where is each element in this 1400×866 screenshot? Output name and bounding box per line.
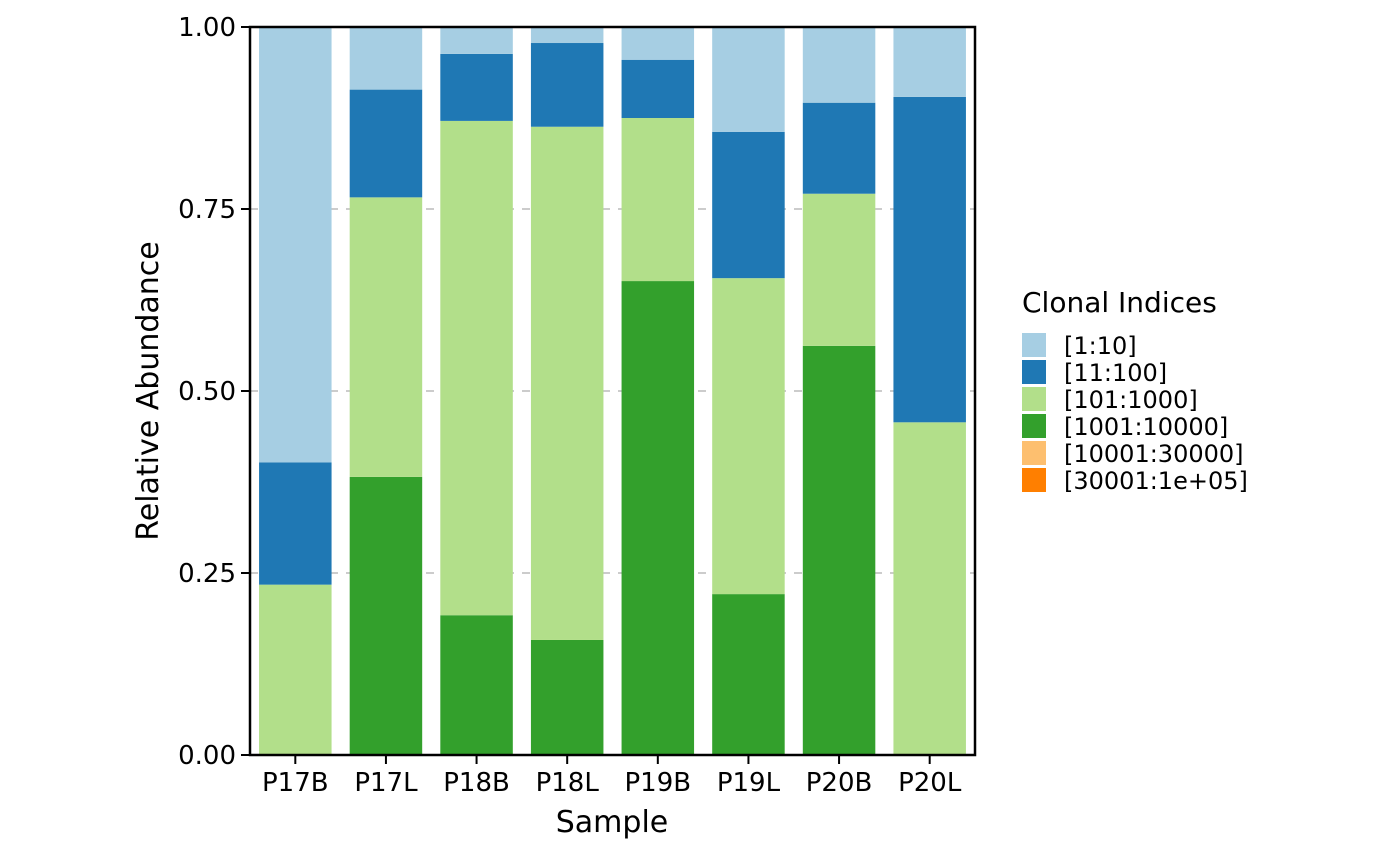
- bar-segment-p19b-series-0: [621, 27, 695, 60]
- bar-segment-p19b-series-3: [621, 281, 695, 755]
- x-tick-label: P17B: [262, 768, 329, 798]
- bar-segment-p17b-series-0: [259, 27, 332, 463]
- y-tick-label: 0.50: [178, 377, 236, 407]
- bar-segment-p20b-series-3: [802, 345, 876, 755]
- legend-label: [11:100]: [1064, 359, 1167, 387]
- legend-label: [10001:30000]: [1064, 440, 1244, 468]
- y-tick-label: 0.25: [178, 559, 236, 589]
- y-tick-label: 0.00: [178, 741, 236, 771]
- bar-segment-p18l-series-0: [530, 27, 604, 44]
- y-tick-label: 1.00: [178, 13, 236, 43]
- bar-segment-p19b-series-2: [621, 118, 695, 282]
- bar-segment-p17l-series-3: [349, 476, 423, 755]
- legend-label: [30001:1e+05]: [1064, 467, 1248, 495]
- bar-segment-p20l-series-0: [893, 27, 966, 97]
- legend-key: [1022, 387, 1046, 411]
- bar-segment-p18l-series-2: [530, 126, 604, 640]
- bar-segment-p18b-series-0: [440, 27, 513, 54]
- legend: Clonal Indices [1:10][11:100][101:1000][…: [1022, 286, 1248, 495]
- y-tick-label: 0.75: [178, 195, 236, 225]
- legend-title: Clonal Indices: [1022, 286, 1217, 319]
- x-tick-label: P20L: [898, 768, 962, 798]
- bar-segment-p19b-series-1: [621, 59, 695, 118]
- bar-segment-p20b-series-2: [802, 193, 876, 346]
- x-tick-label: P19L: [717, 768, 781, 798]
- y-axis: 0.00 0.25 0.50 0.75 1.00: [178, 13, 250, 771]
- bars: [259, 27, 966, 755]
- x-axis-title: Sample: [556, 805, 669, 840]
- bar-segment-p19l-series-2: [712, 278, 785, 595]
- bar-segment-p17l-series-0: [349, 27, 423, 90]
- bar-segment-p19l-series-3: [712, 594, 785, 755]
- y-axis-title: Relative Abundance: [131, 241, 166, 541]
- legend-key: [1022, 333, 1046, 357]
- legend-key: [1022, 441, 1046, 465]
- legend-key: [1022, 360, 1046, 384]
- x-tick-label: P17L: [354, 768, 418, 798]
- x-tick-label: P19B: [625, 768, 692, 798]
- x-tick-label: P18L: [536, 768, 600, 798]
- x-axis: P17B P17L P18B P18L P19B P19L P20B P20L: [262, 755, 962, 798]
- bar-segment-p20b-series-0: [802, 27, 876, 103]
- bar-segment-p20l-series-1: [893, 96, 966, 423]
- bar-segment-p18l-series-1: [530, 43, 604, 127]
- bar-segment-p18b-series-3: [440, 615, 513, 755]
- bar-segment-p19l-series-0: [712, 27, 785, 132]
- legend-key: [1022, 468, 1046, 492]
- bar-segment-p18b-series-2: [440, 120, 513, 616]
- legend-key: [1022, 414, 1046, 438]
- x-tick-label: P18B: [443, 768, 510, 798]
- legend-label: [1001:10000]: [1064, 413, 1228, 441]
- bar-segment-p18l-series-3: [530, 639, 604, 755]
- bar-segment-p17b-series-2: [259, 584, 332, 755]
- bar-segment-p19l-series-1: [712, 131, 785, 279]
- legend-label: [1:10]: [1064, 332, 1137, 360]
- bar-segment-p17b-series-1: [259, 462, 332, 585]
- legend-label: [101:1000]: [1064, 386, 1198, 414]
- bar-segment-p20b-series-1: [802, 102, 876, 194]
- bar-segment-p18b-series-1: [440, 53, 513, 121]
- bar-segment-p20l-series-2: [893, 422, 966, 755]
- bar-segment-p17l-series-2: [349, 197, 423, 477]
- bar-segment-p17l-series-1: [349, 89, 423, 198]
- x-tick-label: P20B: [806, 768, 873, 798]
